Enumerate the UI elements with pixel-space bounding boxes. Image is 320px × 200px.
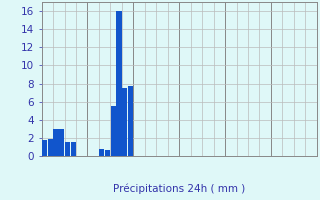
Bar	[122, 88, 127, 156]
Bar	[99, 149, 104, 156]
Bar	[70, 142, 76, 156]
Bar	[111, 106, 116, 156]
Bar	[116, 11, 122, 156]
Bar	[105, 150, 110, 156]
Bar	[59, 129, 64, 156]
Bar	[53, 129, 59, 156]
Text: Précipitations 24h ( mm ): Précipitations 24h ( mm )	[113, 184, 245, 194]
Bar	[128, 86, 133, 156]
Bar	[48, 139, 53, 156]
Bar	[65, 142, 70, 156]
Bar	[42, 140, 47, 156]
